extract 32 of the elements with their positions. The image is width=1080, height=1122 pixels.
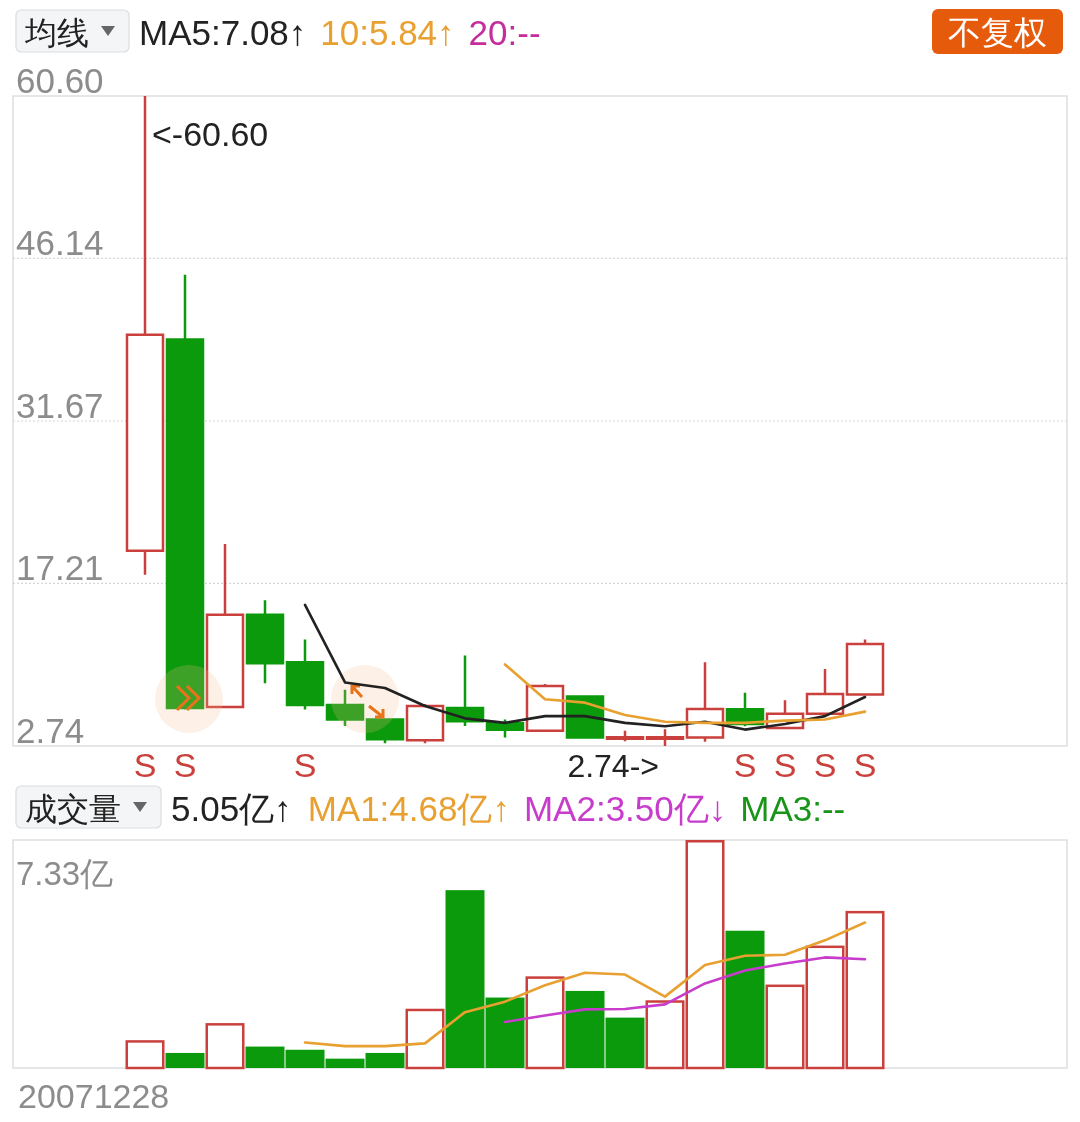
bar — [165, 1052, 205, 1068]
text: S — [813, 746, 837, 784]
annotation: <-60.60 — [152, 115, 269, 153]
text: MA1:4.68亿↑ — [307, 789, 510, 828]
y-tick-label: 60.60 — [16, 61, 104, 100]
text: MA2:3.50亿↓ — [523, 789, 727, 828]
text: S — [133, 746, 157, 784]
legend-label: 20:-- — [468, 13, 541, 52]
text: S — [173, 746, 197, 784]
chart-subtitle: 5.05亿↑ — [171, 789, 292, 828]
y-tick-label: 46.14 — [16, 223, 104, 263]
bar — [125, 1040, 165, 1070]
bar — [525, 976, 565, 1070]
text: 2.74-> — [567, 748, 659, 784]
bar — [205, 1023, 245, 1070]
bar — [405, 1008, 445, 1070]
text: 7.33亿 — [16, 855, 114, 892]
text: MA5:7.08↑ — [139, 13, 307, 52]
y-tick-label: 2.74 — [16, 711, 85, 750]
legend-label: MA3:-- — [740, 789, 846, 828]
text: S — [853, 746, 877, 784]
chart-title: 均线 — [24, 15, 89, 51]
y-tick-label: 17.21 — [16, 548, 104, 588]
y-tick-label: 31.67 — [16, 386, 104, 425]
text: 10:5.84↑ — [320, 13, 455, 52]
text: S — [733, 746, 757, 784]
chart-title: 成交量 — [25, 791, 121, 827]
button: 不复权 — [932, 9, 1063, 54]
text: S — [773, 746, 797, 784]
bar — [725, 930, 765, 1068]
text: S — [293, 746, 317, 784]
text: 20071228 — [18, 1077, 170, 1115]
